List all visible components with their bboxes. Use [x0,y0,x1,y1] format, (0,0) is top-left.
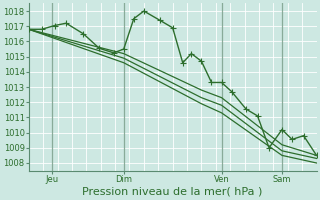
X-axis label: Pression niveau de la mer( hPa ): Pression niveau de la mer( hPa ) [83,187,263,197]
